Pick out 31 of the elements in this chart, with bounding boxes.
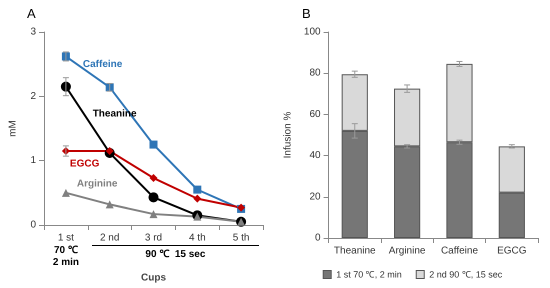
x-tick-label: 2 nd — [100, 232, 120, 244]
x-axis-title: Cups — [141, 272, 166, 284]
y-tick-label: 2 — [30, 90, 36, 102]
series-label: Arginine — [76, 178, 118, 190]
y-axis-title: Infusion % — [282, 112, 294, 158]
y-tick-label: 40 — [309, 150, 322, 162]
x-tick-label: Caffeine — [440, 246, 478, 256]
y-tick-label: 1 — [30, 155, 36, 166]
x-tick-label: Theanine — [334, 246, 376, 256]
y-tick-label: 20 — [309, 191, 322, 202]
text: 70 ℃ 2 min — [52, 245, 80, 269]
chart-title: B — [302, 6, 311, 21]
x-tick-label: 5 th — [232, 232, 250, 244]
text: 90 ℃ 15 sec — [145, 249, 206, 261]
legend-label: 2 nd 90 ℃, 15 sec — [429, 270, 503, 280]
x-tick-label: Arginine — [388, 246, 426, 256]
y-tick-label: 3 — [30, 26, 36, 38]
y-tick-label: 60 — [309, 108, 322, 120]
series-label: Caffeine — [82, 58, 123, 70]
series-label: EGCG — [70, 158, 100, 170]
x-tick-label: 1 st — [58, 232, 74, 244]
y-tick-label: 0 — [30, 220, 36, 230]
y-tick-label: 0 — [315, 232, 322, 244]
y-tick-label: 80 — [309, 68, 322, 79]
x-tick-label: 4 th — [188, 232, 206, 244]
y-axis-title: mM — [8, 120, 18, 137]
chart-title: A — [27, 6, 36, 21]
x-tick-label: EGCG — [497, 246, 527, 256]
legend-label: 1 st 70 ℃, 2 min — [336, 270, 402, 280]
x-tick-label: 3 rd — [144, 232, 162, 244]
y-tick-label: 100 — [304, 26, 322, 38]
